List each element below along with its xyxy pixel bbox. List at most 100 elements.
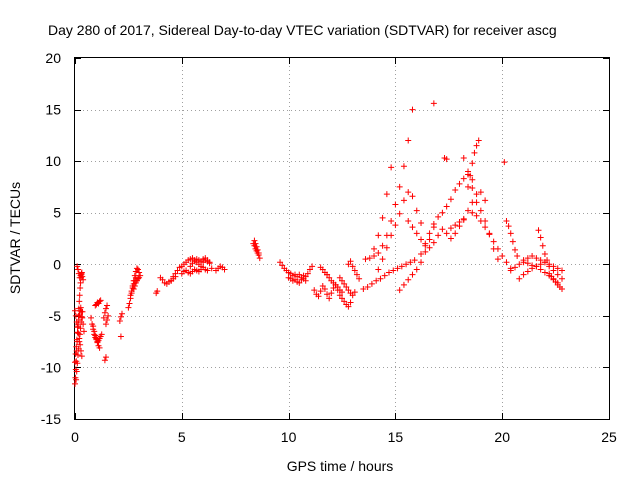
data-point — [77, 307, 84, 314]
data-point — [505, 223, 512, 230]
data-point — [503, 217, 510, 224]
data-point — [469, 176, 476, 183]
series-t1-d — [100, 302, 111, 321]
data-point — [72, 380, 78, 387]
data-point — [477, 189, 484, 196]
series-t8-g — [469, 209, 514, 272]
data-point — [443, 156, 450, 163]
data-point — [341, 298, 348, 305]
data-point — [552, 278, 559, 285]
data-point — [383, 244, 390, 251]
y-tick-label: -10 — [41, 359, 61, 375]
data-point — [72, 359, 78, 366]
data-point — [533, 263, 540, 270]
chart-title: Day 280 of 2017, Sidereal Day-to-day VTE… — [48, 22, 557, 38]
data-point — [127, 292, 134, 299]
data-point — [400, 281, 407, 288]
grid — [75, 58, 609, 419]
series-t0-c — [72, 304, 84, 366]
data-point — [126, 300, 133, 307]
data-point — [80, 321, 87, 328]
data-point — [469, 160, 476, 167]
data-point — [343, 283, 350, 290]
y-tick-label: 15 — [45, 102, 61, 118]
series-t6-e — [336, 274, 358, 299]
data-point — [435, 232, 442, 239]
data-point — [168, 277, 175, 284]
series-t1-e — [102, 312, 112, 328]
data-point — [311, 287, 318, 294]
data-point — [306, 266, 313, 273]
data-point — [403, 261, 410, 268]
data-point — [75, 330, 82, 337]
data-point — [174, 267, 181, 274]
data-point — [131, 282, 138, 289]
data-point — [516, 275, 523, 282]
data-point — [125, 304, 132, 311]
data-point — [546, 263, 553, 270]
series-t7-g — [418, 213, 442, 257]
data-point — [430, 239, 437, 246]
data-point — [409, 193, 416, 200]
data-point — [73, 319, 80, 326]
series-t8-f — [460, 155, 501, 263]
data-point — [326, 274, 333, 281]
series-t7-a — [362, 106, 416, 263]
data-point — [366, 255, 373, 262]
data-point — [96, 344, 103, 351]
data-point — [550, 267, 557, 274]
data-point — [277, 259, 284, 266]
data-point — [486, 231, 493, 238]
data-point — [398, 263, 405, 270]
data-point — [73, 343, 80, 350]
data-point — [72, 312, 79, 319]
data-point — [91, 328, 98, 335]
data-point — [544, 257, 551, 264]
x-tick-label: 15 — [388, 429, 404, 445]
data-point — [98, 331, 105, 338]
series-t0-f — [78, 308, 87, 335]
data-point — [172, 270, 179, 277]
data-point — [319, 282, 326, 289]
data-point — [78, 353, 85, 360]
data-point — [546, 270, 553, 277]
data-point — [405, 137, 412, 144]
data-point — [460, 155, 467, 162]
data-point — [334, 283, 341, 290]
x-tick-label: 10 — [281, 429, 297, 445]
data-point — [413, 207, 420, 214]
series-t3-a — [153, 288, 161, 297]
data-point — [507, 230, 514, 237]
x-tick-label: 0 — [71, 429, 79, 445]
data-point — [170, 273, 177, 280]
data-point — [541, 250, 548, 257]
series-t8-a — [441, 155, 450, 163]
data-point — [430, 100, 437, 107]
y-tick-label: -5 — [49, 308, 62, 324]
series-t6-f — [345, 258, 363, 282]
data-point — [254, 246, 261, 253]
data-point — [339, 295, 345, 302]
data-point — [93, 335, 100, 342]
data-point — [116, 318, 123, 325]
series-t9-d — [520, 253, 566, 282]
data-point — [368, 280, 375, 287]
data-point — [74, 329, 81, 336]
series-t8-c — [447, 189, 489, 242]
data-point — [296, 271, 303, 278]
data-point — [72, 307, 78, 314]
data-point — [105, 312, 112, 319]
series-t0-e — [72, 307, 85, 360]
data-point — [255, 249, 262, 256]
series-t7-h — [430, 100, 437, 107]
data-point — [362, 256, 369, 263]
data-point — [345, 303, 352, 310]
data-point — [400, 197, 407, 204]
data-point — [317, 288, 324, 295]
data-point — [494, 256, 501, 263]
data-point — [426, 230, 433, 237]
data-point — [473, 199, 480, 206]
data-point — [503, 259, 510, 266]
data-point — [443, 230, 450, 237]
data-point — [349, 292, 356, 299]
